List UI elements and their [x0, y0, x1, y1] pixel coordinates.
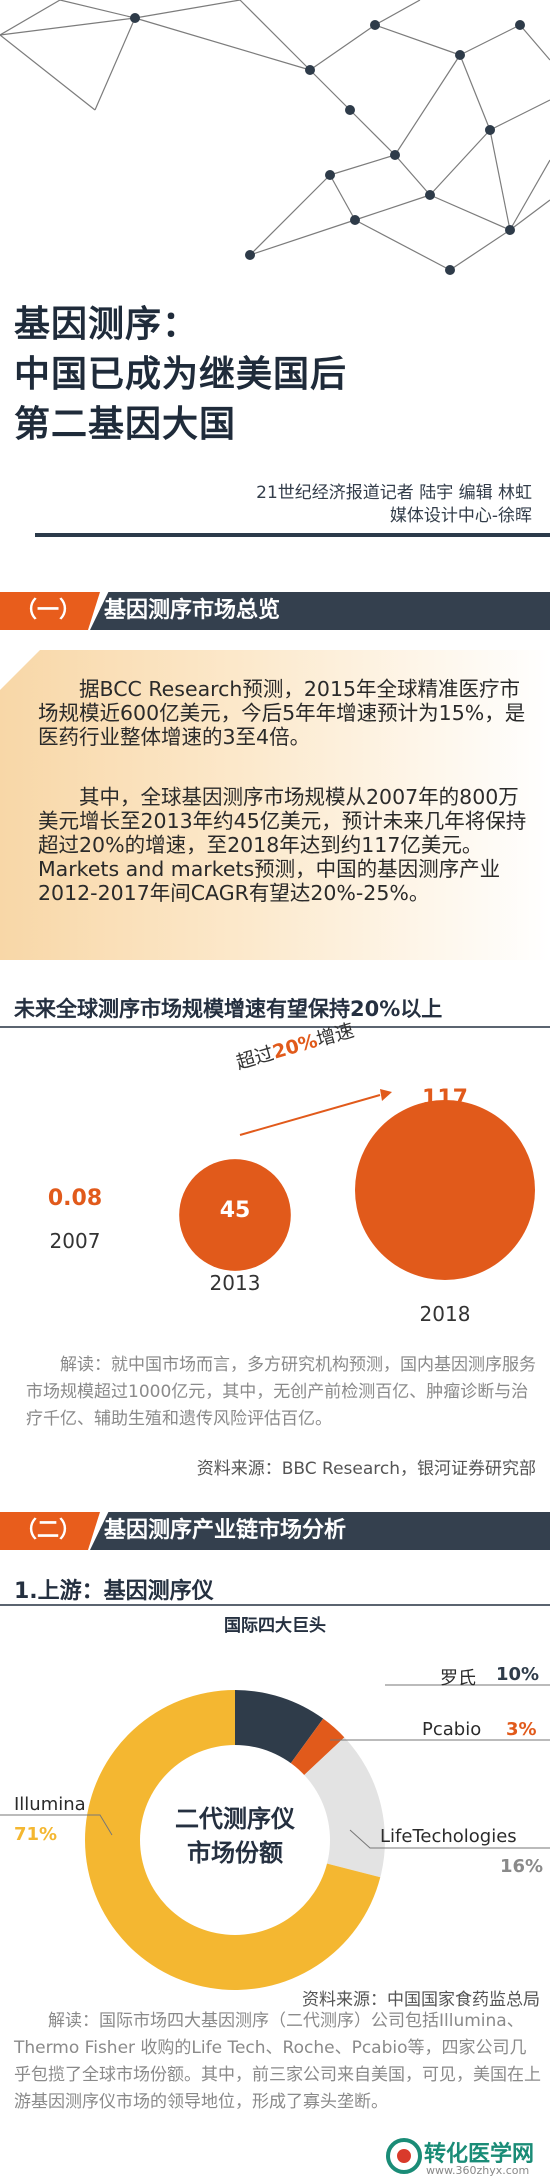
year-label-2018: 2018: [419, 1302, 471, 1326]
donut-center-line-1: 二代测序仪: [175, 1805, 295, 1833]
bubble-2013: [179, 1159, 291, 1271]
legend-lifetech-pct: 16%: [500, 1856, 544, 1877]
intro-box: [0, 650, 550, 960]
section-2-title: 基因测序产业链市场分析: [104, 1518, 347, 1543]
value-label-2013: 45: [219, 1198, 251, 1223]
donut-center-label: 二代测序仪 市场份额: [165, 1802, 305, 1870]
page-title-line-1: 基因测序：: [14, 304, 200, 345]
page-title-line-2: 中国已成为继美国后: [14, 354, 348, 395]
chart-2-note: 解读：国际市场四大基因测序（二代测序）公司包括Illumina、Thermo F…: [14, 2011, 541, 2112]
donut-center-line-2: 市场份额: [187, 1839, 283, 1867]
title-divider: [35, 533, 550, 537]
intro-paragraph-1: 据BCC Research预测，2015年全球精准医疗市场规模近600亿美元，今…: [38, 677, 526, 749]
growth-arrow: [239, 1089, 392, 1136]
year-label-2007: 2007: [49, 1229, 101, 1253]
chart-2-heading-rule: [0, 1604, 550, 1606]
section-1-number: （一）: [14, 598, 81, 623]
section-1-header: （一） 基因测序市场总览: [0, 592, 550, 630]
logo-name: 转化医学网: [424, 2142, 535, 2167]
legend-pcabio-pct: 3%: [506, 1719, 537, 1740]
legend-illumina-name: Illumina: [14, 1794, 86, 1815]
chart-2-caption: 国际四大巨头: [224, 1616, 326, 1636]
bubble-chart: [179, 1089, 535, 1280]
chart-1-heading: 未来全球测序市场规模增速有望保持20%以上: [14, 997, 443, 1021]
value-label-2007: 0.08: [47, 1186, 103, 1211]
chart-1-heading-rule: [0, 1026, 550, 1028]
section-1-title: 基因测序市场总览: [104, 598, 281, 623]
section-1-number-bg: [0, 592, 100, 630]
leader-line-lifetech: [349, 1829, 550, 1849]
bubble-2018: [355, 1100, 535, 1280]
legend-roche-pct: 10%: [496, 1664, 540, 1685]
chart-2-source: 资料来源：中国国家食药监总局: [302, 1990, 540, 2010]
intro-box-notch: [0, 650, 40, 690]
legend-illumina-pct: 71%: [14, 1824, 58, 1845]
value-label-2018: 117: [422, 1086, 468, 1111]
leader-line-illumina: [0, 1814, 113, 1836]
section-1-title-bg: [90, 592, 550, 630]
byline-designer: 媒体设计中心-徐晖: [389, 506, 532, 526]
chart-1-note: 解读：就中国市场而言，多方研究机构预测，国内基因测序服务市场规模超过1000亿元…: [26, 1355, 536, 1429]
intro-paragraph-2: 其中，全球基因测序市场规模从2007年的800万美元增长至2013年约45亿美元…: [38, 785, 527, 905]
network-decoration: [0, 0, 550, 275]
chart-1-source: 资料来源：BBC Research，银河证券研究部: [196, 1459, 536, 1479]
section-2-number-bg: [0, 1512, 100, 1550]
legend-roche-name: 罗氏: [440, 1668, 476, 1689]
legend-pcabio-name: Pcabio: [422, 1719, 482, 1740]
logo-url: www.360zhyx.com: [426, 2164, 530, 2177]
legend-lifetech-name: LifeTechologies: [380, 1826, 517, 1847]
section-2-title-bg: [90, 1512, 550, 1550]
page-title-line-3: 第二基因大国: [14, 404, 237, 445]
footer: [0, 2136, 550, 2182]
donut-hole: [140, 1745, 330, 1935]
year-label-2013: 2013: [209, 1271, 261, 1295]
donut-chart: [0, 1684, 550, 1990]
byline-reporter: 21世纪经济报道记者 陆宇 编辑 林虹: [256, 483, 532, 503]
chart-2-heading: 1.上游：基因测序仪: [14, 1579, 214, 1604]
section-2-header: （二） 基因测序产业链市场分析: [0, 1512, 550, 1550]
section-2-number: （二）: [14, 1518, 81, 1543]
logo-icon: [386, 2138, 422, 2174]
